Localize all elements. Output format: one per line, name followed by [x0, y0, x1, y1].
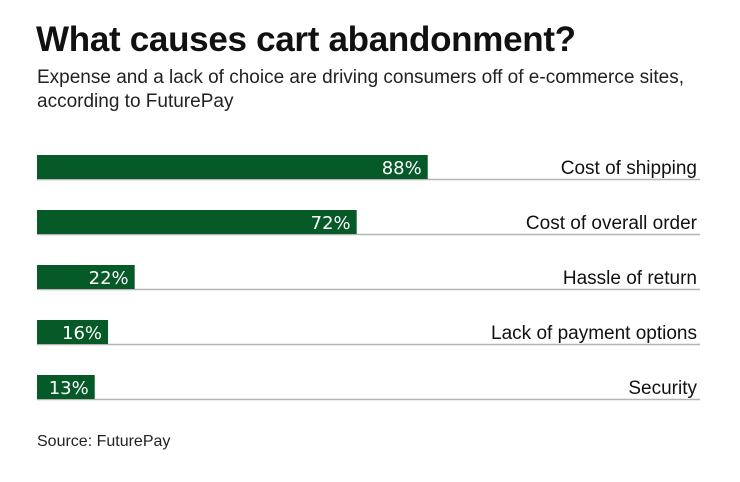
- bar-value-label: 13%: [49, 378, 89, 399]
- category-label: Cost of overall order: [526, 213, 698, 234]
- bar: [37, 375, 95, 399]
- bar-value-label: 72%: [311, 213, 351, 234]
- category-label: Security: [628, 378, 697, 399]
- category-label: Hassle of return: [563, 268, 697, 289]
- chart-subtitle: Expense and a lack of choice are driving…: [37, 67, 685, 112]
- bar: [37, 155, 428, 179]
- bar: [37, 265, 135, 289]
- bar-value-label: 22%: [89, 268, 129, 289]
- source-note: Source: FuturePay: [37, 433, 171, 450]
- category-label: Lack of payment options: [491, 323, 697, 344]
- bar: [37, 320, 109, 344]
- bar: [37, 210, 357, 234]
- bar-value-label: 88%: [382, 158, 422, 179]
- category-label: Cost of shipping: [561, 158, 697, 179]
- chart-title: What causes cart abandonment?: [36, 20, 576, 59]
- bar-value-label: 16%: [62, 323, 102, 344]
